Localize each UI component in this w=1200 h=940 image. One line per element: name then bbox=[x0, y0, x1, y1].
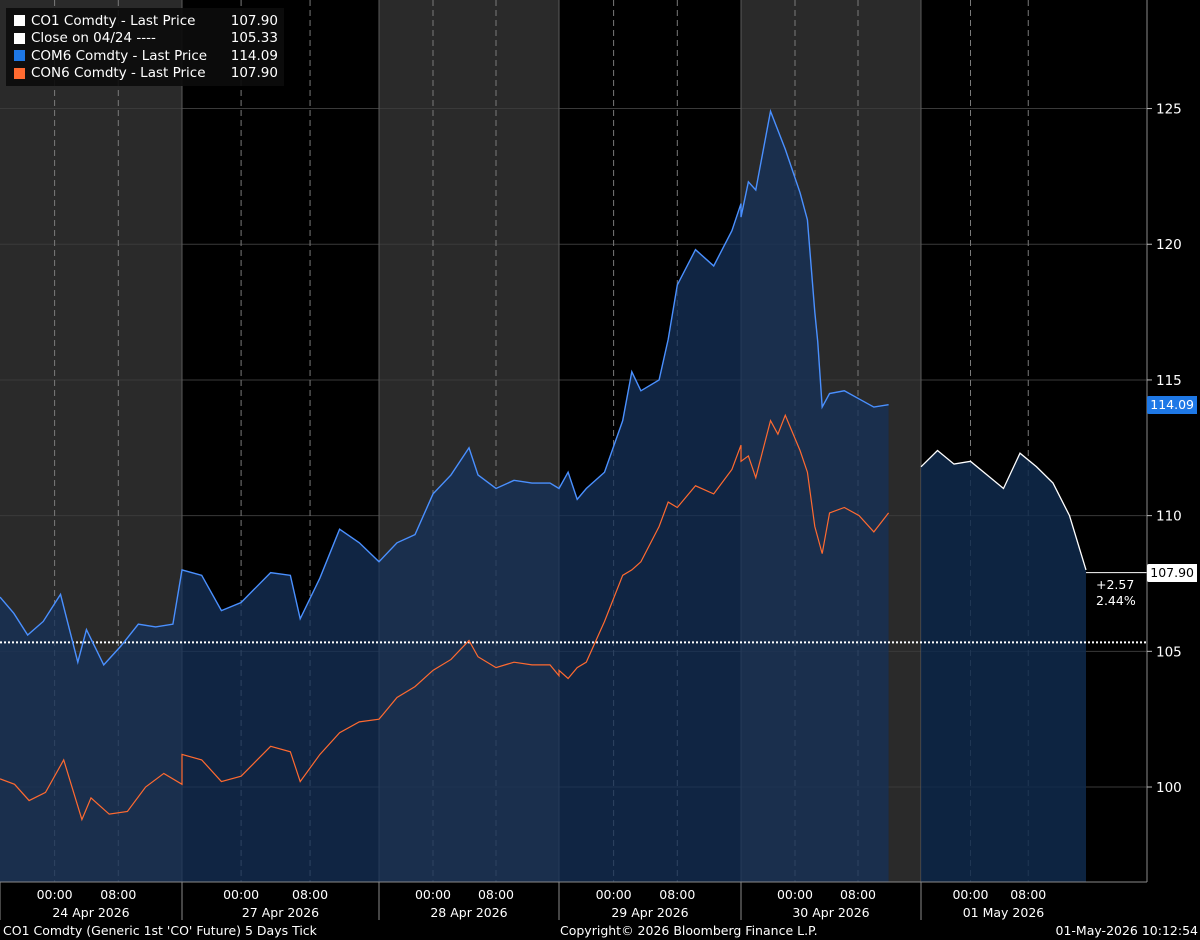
y-tick-label: 110 bbox=[1156, 509, 1182, 525]
co1-area bbox=[921, 450, 1086, 882]
x-time-label: 00:00 bbox=[596, 887, 632, 902]
legend-swatch-co1 bbox=[14, 15, 25, 27]
com6-price-tag: 114.09 bbox=[1147, 395, 1197, 414]
legend: CO1 Comdty - Last Price 107.90 Close on … bbox=[6, 8, 284, 86]
com6-line bbox=[0, 108, 889, 667]
x-time-label: 00:00 bbox=[777, 887, 813, 902]
x-time-label: 00:00 bbox=[37, 887, 73, 902]
y-tick-label: 115 bbox=[1156, 373, 1182, 389]
x-time-label: 00:00 bbox=[223, 887, 259, 902]
x-day-label: 24 Apr 2026 bbox=[52, 905, 129, 920]
x-day-label: 29 Apr 2026 bbox=[611, 905, 688, 920]
legend-item-co1[interactable]: CO1 Comdty - Last Price 107.90 bbox=[14, 12, 278, 30]
legend-item-con6[interactable]: CON6 Comdty - Last Price 107.90 bbox=[14, 65, 278, 83]
con6-line bbox=[0, 413, 890, 822]
footer-copyright: Copyright© 2026 Bloomberg Finance L.P. bbox=[560, 923, 818, 938]
x-time-label: 08:00 bbox=[100, 887, 136, 902]
footer-description: CO1 Comdty (Generic 1st 'CO' Future) 5 D… bbox=[3, 923, 317, 938]
x-day-label: 30 Apr 2026 bbox=[792, 905, 869, 920]
legend-item-com6[interactable]: COM6 Comdty - Last Price 114.09 bbox=[14, 47, 278, 65]
com6-area bbox=[0, 111, 889, 882]
x-time-label: 00:00 bbox=[415, 887, 451, 902]
x-time-label: 08:00 bbox=[840, 887, 876, 902]
x-time-label: 00:00 bbox=[952, 887, 988, 902]
footer: CO1 Comdty (Generic 1st 'CO' Future) 5 D… bbox=[0, 922, 1200, 940]
y-tick-label: 100 bbox=[1156, 780, 1182, 796]
x-day-label: 27 Apr 2026 bbox=[242, 905, 319, 920]
x-time-label: 08:00 bbox=[478, 887, 514, 902]
footer-timestamp: 01-May-2026 10:12:54 bbox=[1055, 923, 1198, 938]
co1-price-tag: 107.90 bbox=[1147, 563, 1197, 582]
legend-item-close[interactable]: Close on 04/24 ---- 105.33 bbox=[14, 30, 278, 48]
x-time-label: 08:00 bbox=[292, 887, 328, 902]
x-day-label: 01 May 2026 bbox=[963, 905, 1045, 920]
change-percent: 2.44% bbox=[1096, 592, 1136, 608]
x-time-label: 08:00 bbox=[659, 887, 695, 902]
x-day-label: 28 Apr 2026 bbox=[430, 905, 507, 920]
legend-swatch-close bbox=[14, 32, 25, 44]
y-tick-label: 120 bbox=[1156, 237, 1182, 253]
legend-swatch-con6 bbox=[14, 67, 25, 79]
y-tick-label: 105 bbox=[1156, 644, 1182, 660]
x-time-label: 08:00 bbox=[1010, 887, 1046, 902]
session-gap bbox=[891, 0, 921, 882]
change-absolute: +2.57 bbox=[1096, 576, 1135, 592]
legend-swatch-com6 bbox=[14, 50, 25, 62]
co1-line bbox=[920, 449, 1087, 571]
y-tick-label: 125 bbox=[1156, 102, 1182, 118]
